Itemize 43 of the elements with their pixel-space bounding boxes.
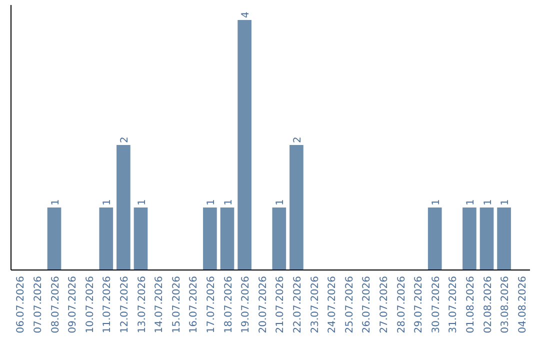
data-label: 1 xyxy=(50,199,62,206)
data-label: 2 xyxy=(292,136,304,143)
x-tick-label: 31.07.2026 xyxy=(448,276,460,334)
data-label: 1 xyxy=(102,199,114,206)
x-tick-label: 17.07.2026 xyxy=(206,276,217,334)
x-tick-label: 16.07.2026 xyxy=(188,276,200,334)
x-tick-label: 27.07.2026 xyxy=(378,276,390,334)
x-tick-label: 23.07.2026 xyxy=(310,276,321,334)
data-label: 1 xyxy=(430,199,442,206)
x-tick-label: 10.07.2026 xyxy=(84,276,96,334)
x-tick-label: 11.07.2026 xyxy=(102,276,114,334)
data-label: 1 xyxy=(206,199,217,206)
x-tick-label: 02.08.2026 xyxy=(482,276,494,334)
x-tick-label: 14.07.2026 xyxy=(154,276,166,334)
x-tick-label: 26.07.2026 xyxy=(362,276,373,334)
x-tick-label: 04.08.2026 xyxy=(517,276,528,334)
x-tick-label: 06.07.2026 xyxy=(16,276,27,334)
x-tick-label: 09.07.2026 xyxy=(68,276,79,334)
x-tick-label: 08.07.2026 xyxy=(50,276,62,334)
x-tick-label: 19.07.2026 xyxy=(240,276,252,334)
x-tick-label: 07.07.2026 xyxy=(32,276,44,334)
x-tick-label: 28.07.2026 xyxy=(396,276,408,334)
data-label: 1 xyxy=(465,199,476,206)
x-tick-label: 20.07.2026 xyxy=(258,276,269,334)
x-tick-label: 21.07.2026 xyxy=(275,276,286,334)
data-label: 1 xyxy=(275,199,286,206)
x-tick-label: 24.07.2026 xyxy=(327,276,338,334)
x-tick-label: 12.07.2026 xyxy=(119,276,130,334)
data-label: 1 xyxy=(136,199,148,206)
x-tick-label: 15.07.2026 xyxy=(171,276,182,334)
x-tick-label: 22.07.2026 xyxy=(292,276,304,334)
data-label: 2 xyxy=(119,136,130,143)
x-tick-label: 30.07.2026 xyxy=(430,276,442,334)
data-label: 1 xyxy=(500,199,512,206)
x-tick-label: 18.07.2026 xyxy=(223,276,234,334)
data-label: 1 xyxy=(482,199,494,206)
x-tick-label: 03.08.2026 xyxy=(500,276,512,334)
x-tick-label: 13.07.2026 xyxy=(136,276,148,334)
x-tick-label: 29.07.2026 xyxy=(414,276,425,334)
data-label: 1 xyxy=(223,199,234,206)
x-tick-label: 25.07.2026 xyxy=(344,276,356,334)
x-tick-label: 01.08.2026 xyxy=(465,276,476,334)
data-label: 4 xyxy=(240,12,252,18)
